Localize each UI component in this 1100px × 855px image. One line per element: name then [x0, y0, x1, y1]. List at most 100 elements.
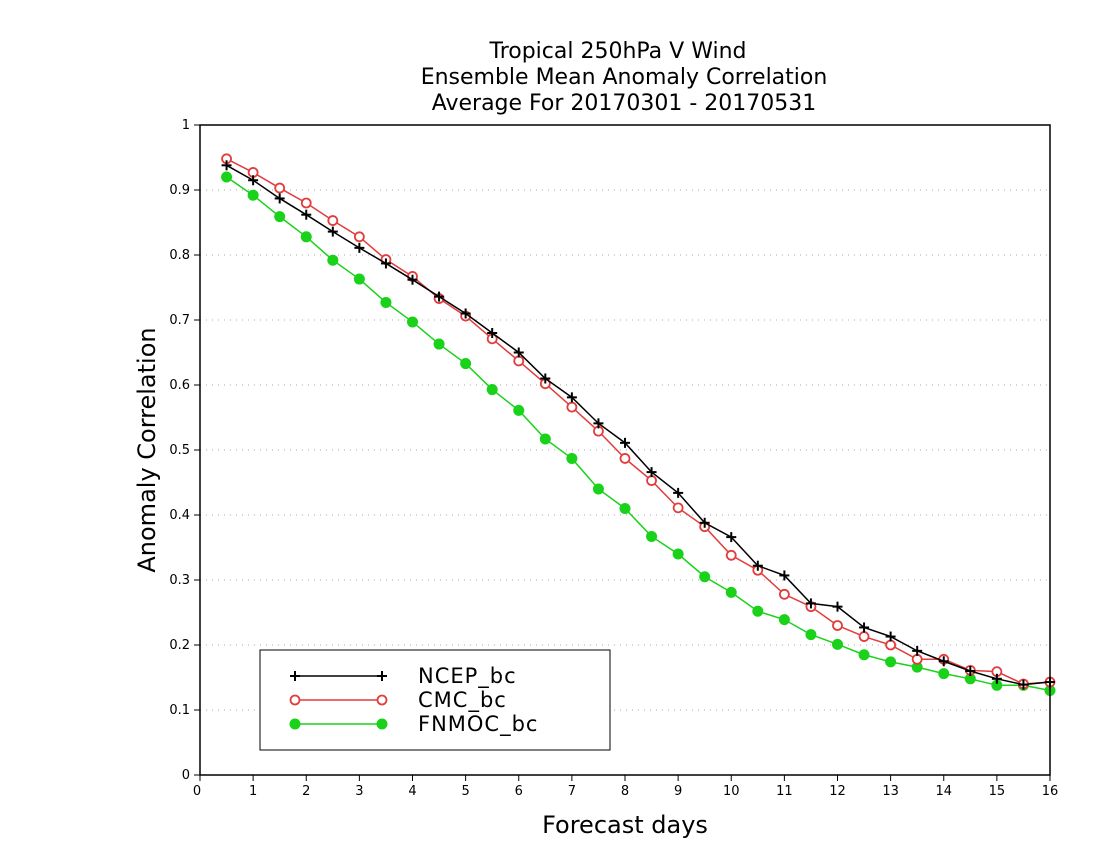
- data-point-ncep-bc: [885, 631, 896, 642]
- legend-marker-ncep-bc: [290, 671, 300, 681]
- legend-marker-ncep-bc: [377, 671, 387, 681]
- data-point-ncep-bc: [726, 532, 737, 543]
- data-point-fnmoc-bc: [699, 571, 711, 583]
- series-ncep-bc: [221, 160, 1055, 690]
- data-point-fnmoc-bc: [566, 452, 578, 464]
- data-point-cmc-bc: [885, 639, 897, 651]
- data-point-fnmoc-bc: [433, 338, 445, 350]
- data-point-cmc-bc: [672, 502, 684, 514]
- data-point-ncep-bc: [380, 258, 391, 269]
- x-tick-label: 12: [829, 784, 846, 799]
- data-point-cmc-bc: [646, 475, 657, 486]
- data-point-fnmoc-bc: [805, 629, 817, 641]
- legend-item-cmc-bc: CMC_bc: [289, 688, 507, 713]
- y-tick-label: 0.3: [169, 573, 190, 588]
- data-point-cmc-bc: [353, 231, 365, 243]
- data-point-ncep-bc: [699, 517, 710, 528]
- data-point-cmc-bc: [566, 401, 578, 413]
- x-tick-label: 14: [935, 784, 952, 799]
- data-point-cmc-bc: [725, 549, 737, 561]
- data-point-ncep-bc: [487, 328, 498, 338]
- data-point-ncep-bc: [1018, 679, 1029, 690]
- data-point-ncep-bc: [673, 487, 684, 498]
- x-tick-label: 15: [989, 784, 1006, 799]
- data-point-cmc-bc: [327, 215, 339, 226]
- data-point-ncep-bc: [434, 291, 445, 302]
- series-layer: [221, 153, 1056, 696]
- data-point-fnmoc-bc: [539, 433, 551, 445]
- data-point-fnmoc-bc: [646, 530, 658, 542]
- data-point-ncep-bc: [248, 175, 259, 186]
- data-point-fnmoc-bc: [300, 231, 312, 243]
- data-point-fnmoc-bc: [460, 358, 472, 370]
- legend-label-ncep-bc: NCEP_bc: [418, 664, 517, 689]
- y-tick-label: 0.7: [169, 313, 190, 328]
- data-point-fnmoc-bc: [353, 273, 365, 285]
- y-tick-label: 0.2: [169, 638, 190, 653]
- legend-marker-fnmoc-bc: [376, 718, 388, 730]
- series-line-ncep-bc: [226, 164, 1051, 686]
- data-point-fnmoc-bc: [832, 638, 843, 650]
- legend-label-cmc-bc: CMC_bc: [418, 688, 507, 713]
- y-tick-label: 0.9: [169, 183, 190, 198]
- data-point-ncep-bc: [274, 193, 285, 204]
- data-point-cmc-bc: [832, 620, 843, 631]
- data-point-cmc-bc: [274, 182, 286, 194]
- y-tick-label: 0.5: [169, 443, 190, 458]
- x-tick-label: 1: [249, 784, 257, 799]
- data-point-fnmoc-bc: [221, 171, 233, 183]
- data-point-ncep-bc: [859, 622, 870, 633]
- data-point-fnmoc-bc: [407, 316, 418, 328]
- y-axis-label: Anomaly Correlation: [133, 327, 161, 572]
- data-point-cmc-bc: [778, 588, 790, 600]
- grid-layer: [200, 189, 1050, 711]
- data-point-cmc-bc: [513, 355, 525, 367]
- data-point-ncep-bc: [646, 467, 657, 478]
- data-point-ncep-bc: [938, 656, 949, 667]
- legend-label-fnmoc-bc: FNMOC_bc: [418, 712, 538, 737]
- tick-layer: 00.10.20.30.40.50.60.70.80.910 1 2 3 4 5 6 7 8 9 1…: [169, 118, 1058, 799]
- y-tick-label: 0.8: [169, 248, 190, 263]
- data-point-fnmoc-bc: [247, 189, 259, 201]
- y-tick-label: 1: [182, 118, 190, 133]
- data-point-cmc-bc: [911, 653, 923, 665]
- data-point-cmc-bc: [619, 453, 631, 464]
- x-tick-label: 8: [621, 784, 629, 799]
- data-point-ncep-bc: [407, 274, 418, 285]
- legend-marker-cmc-bc: [376, 694, 388, 706]
- x-tick-label: 7: [568, 784, 576, 799]
- x-axis-label: Forecast days: [542, 811, 708, 839]
- data-point-ncep-bc: [912, 645, 923, 656]
- data-point-fnmoc-bc: [513, 404, 525, 416]
- data-point-fnmoc-bc: [858, 649, 870, 661]
- x-tick-label: 2: [302, 784, 310, 799]
- data-point-fnmoc-bc: [380, 296, 392, 308]
- data-point-ncep-bc: [805, 598, 816, 609]
- data-point-ncep-bc: [832, 601, 843, 612]
- x-tick-label: 6: [515, 784, 523, 799]
- chart-title-line-1: Tropical 250hPa V Wind: [488, 39, 746, 64]
- data-point-cmc-bc: [858, 631, 870, 642]
- y-tick-label: 0.1: [169, 703, 190, 718]
- x-tick-label: 3: [355, 784, 363, 799]
- chart-title-line-2: Ensemble Mean Anomaly Correlation: [421, 65, 828, 90]
- series-fnmoc-bc: [221, 171, 1056, 696]
- legend-item-fnmoc-bc: FNMOC_bc: [289, 712, 538, 737]
- y-tick-label: 0: [182, 768, 190, 783]
- data-point-ncep-bc: [566, 392, 577, 403]
- x-tick-label: 10: [723, 784, 740, 799]
- x-tick-label: 0: [193, 784, 201, 799]
- data-point-ncep-bc: [513, 347, 524, 358]
- data-point-ncep-bc: [779, 570, 790, 581]
- legend-marker-fnmoc-bc: [289, 718, 301, 730]
- data-point-fnmoc-bc: [752, 605, 764, 617]
- x-tick-label: 11: [776, 784, 793, 799]
- data-point-fnmoc-bc: [778, 614, 790, 626]
- data-point-ncep-bc: [301, 209, 312, 220]
- data-point-fnmoc-bc: [327, 254, 339, 266]
- data-point-ncep-bc: [354, 242, 365, 253]
- x-tick-label: 4: [408, 784, 416, 799]
